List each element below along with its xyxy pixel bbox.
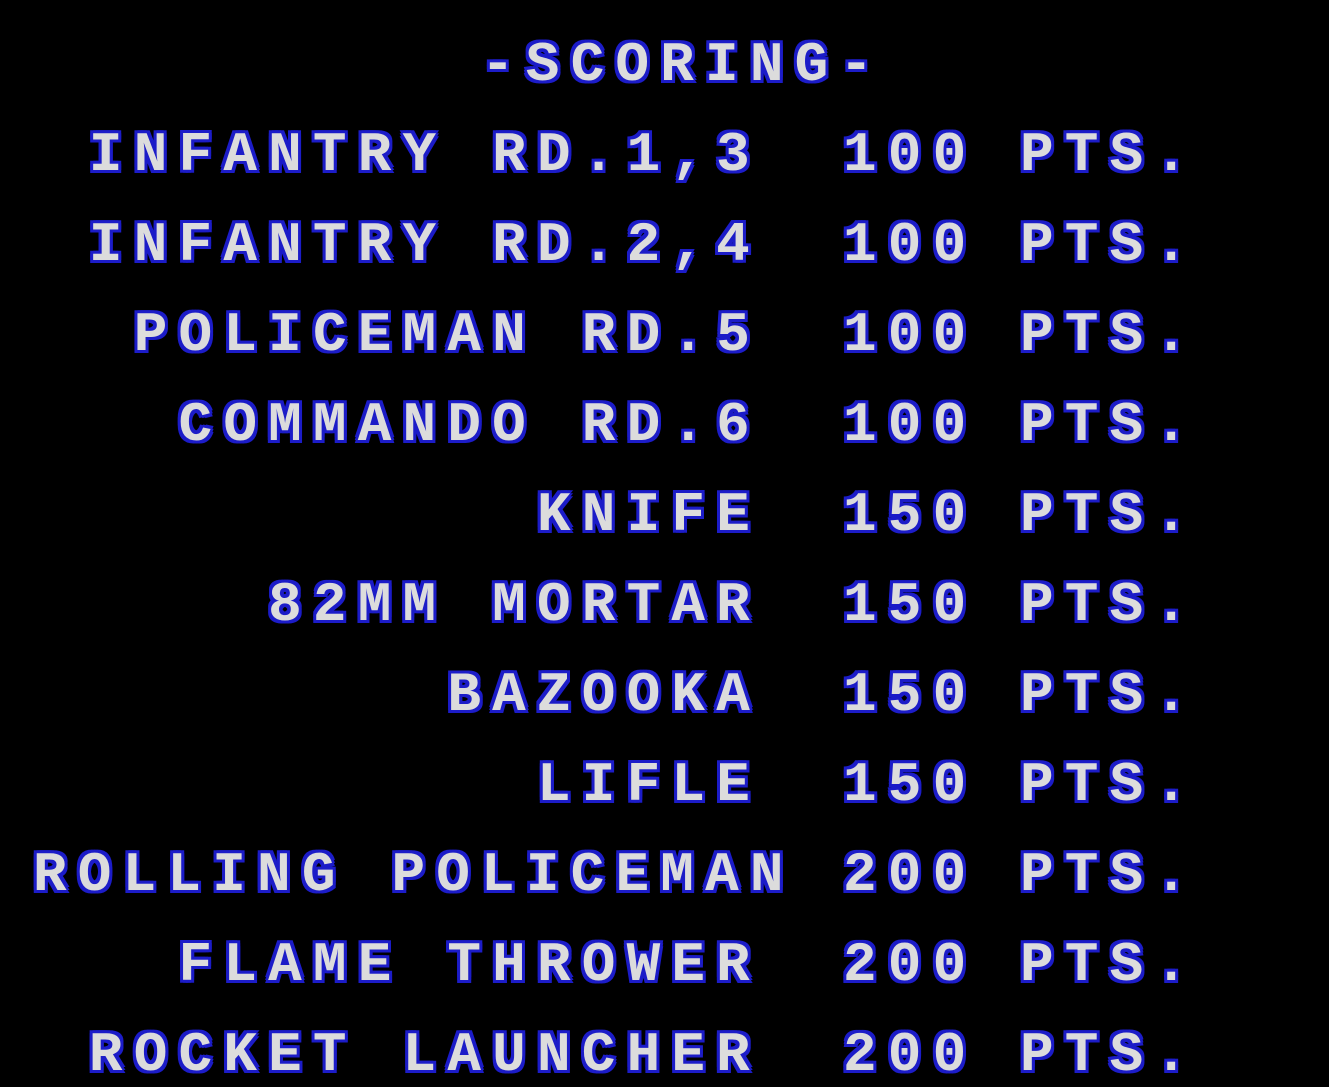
row-unit: PTS. [1020, 303, 1200, 367]
row-name: KNIFE [536, 483, 761, 547]
row-unit: PTS. [1020, 123, 1200, 187]
row-unit: PTS. [1020, 843, 1200, 907]
row-name: ROCKET LAUNCHER [88, 1023, 761, 1087]
row-unit: PTS. [1020, 213, 1200, 277]
row-score: 100 [843, 303, 978, 367]
row-name: INFANTRY RD.2,4 [88, 213, 761, 277]
row-score: 100 [843, 123, 978, 187]
row-score: 200 [843, 1023, 978, 1087]
row-score: 150 [843, 663, 978, 727]
row-score: 200 [843, 933, 978, 997]
row-unit: PTS. [1020, 933, 1200, 997]
row-name: ROLLING POLICEMAN [33, 843, 795, 907]
row-unit: PTS. [1020, 393, 1200, 457]
row-name: POLICEMAN RD.5 [133, 303, 761, 367]
row-name: LIFLE [536, 753, 761, 817]
row-score: 100 [843, 393, 978, 457]
row-unit: PTS. [1020, 663, 1200, 727]
row-name: INFANTRY RD.1,3 [88, 123, 761, 187]
row-name: 82MM MORTAR [268, 573, 761, 637]
row-score: 150 [843, 753, 978, 817]
row-score: 150 [843, 483, 978, 547]
row-score: 200 [843, 843, 978, 907]
row-unit: PTS. [1020, 483, 1200, 547]
row-name: COMMANDO RD.6 [178, 393, 761, 457]
row-score: 150 [843, 573, 978, 637]
row-name: BAZOOKA [447, 663, 761, 727]
row-score: 100 [843, 213, 978, 277]
scoring-title: -SCORING- [481, 33, 885, 97]
row-unit: PTS. [1020, 573, 1200, 637]
row-unit: PTS. [1020, 753, 1200, 817]
row-name: FLAME THROWER [178, 933, 761, 997]
row-unit: PTS. [1020, 1023, 1200, 1087]
